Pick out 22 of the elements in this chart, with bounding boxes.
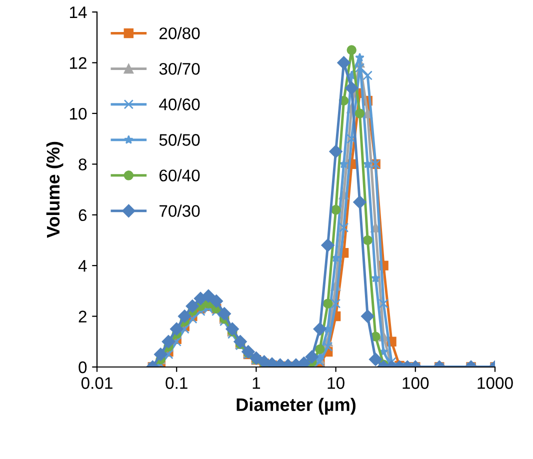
y-tick-label: 6 — [78, 209, 87, 222]
y-tick-label: 8 — [78, 158, 87, 170]
legend-label: 20/80 — [160, 27, 200, 40]
y-tick-label: 12 — [70, 57, 86, 69]
x-tick-label: 1 — [252, 377, 260, 389]
x-tick-label: 100 — [402, 377, 429, 389]
y-tick-label: 0 — [78, 361, 87, 374]
x-tick-label: 0.1 — [166, 377, 188, 389]
y-tick-label: 2 — [78, 310, 86, 322]
legend-label: 60/40 — [160, 169, 200, 182]
legend-label: 30/70 — [159, 62, 200, 75]
legend-label: 50/50 — [159, 134, 200, 146]
x-tick-label: 0.01 — [81, 377, 112, 389]
legend-label: 40/60 — [159, 98, 200, 110]
legend-label: 70/30 — [160, 204, 200, 217]
x-axis-title: Diameter (µm) — [236, 398, 356, 415]
y-tick-label: 4 — [78, 260, 87, 272]
y-axis-title: Volume (%) — [46, 142, 64, 238]
y-tick-label: 14 — [70, 6, 87, 18]
y-tick-label: 10 — [70, 108, 87, 120]
x-tick-label: 10 — [328, 377, 344, 389]
x-tick-label: 1000 — [478, 377, 513, 389]
